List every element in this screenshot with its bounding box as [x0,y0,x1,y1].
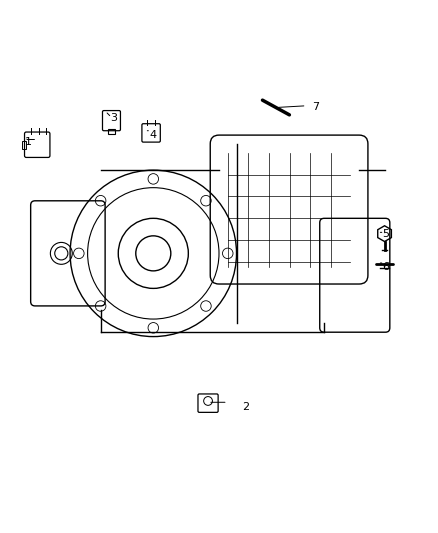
Text: 3: 3 [110,112,117,123]
Text: 6: 6 [382,262,389,271]
Text: 7: 7 [312,102,319,111]
Text: 4: 4 [150,130,157,140]
Text: 2: 2 [242,402,249,411]
Bar [108,128,115,134]
Text: 5: 5 [382,229,389,239]
Text: 1: 1 [25,136,32,147]
Bar [22,141,26,149]
